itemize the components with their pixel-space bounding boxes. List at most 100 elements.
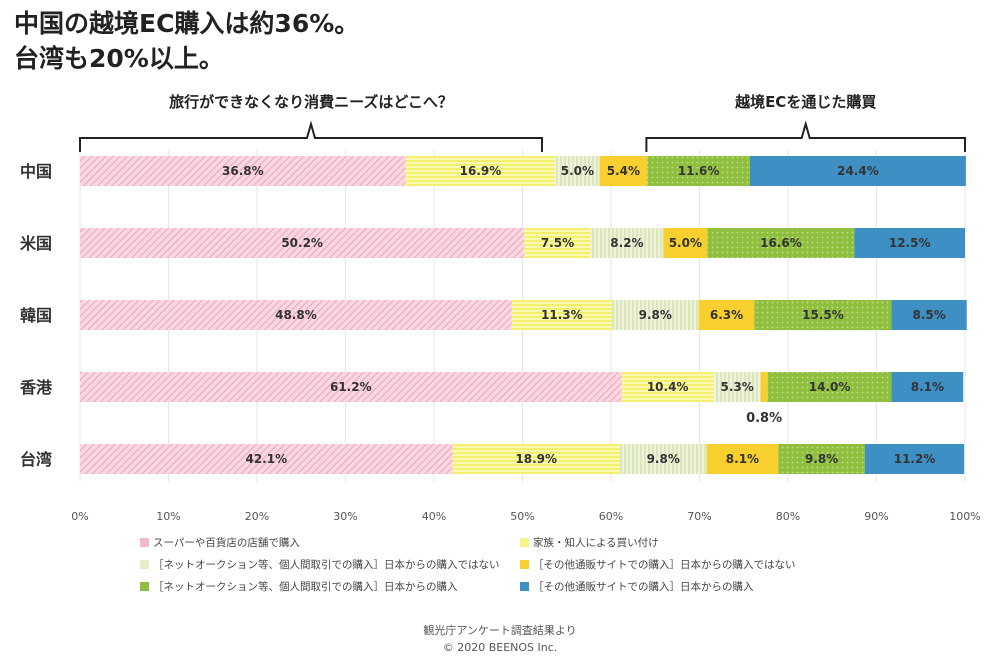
data-label: 5.0%: [561, 164, 594, 178]
data-label: 8.2%: [610, 236, 643, 250]
data-label: 42.1%: [245, 452, 287, 466]
bar-segment: [80, 300, 512, 330]
x-tick-label: 70%: [687, 510, 711, 523]
legend-label: ［その他通販サイトでの購入］日本からの購入ではない: [533, 558, 796, 571]
data-label: 36.8%: [222, 164, 264, 178]
bar-segment: [854, 228, 965, 258]
data-label: 6.3%: [710, 308, 743, 322]
data-label: 11.2%: [894, 452, 936, 466]
legend-item: ［その他通販サイトでの購入］日本からの購入ではない: [520, 555, 890, 573]
category-label: 韓国: [20, 306, 52, 325]
bracket-2: [645, 120, 966, 152]
bar-segment: [619, 444, 707, 474]
x-tick-label: 80%: [776, 510, 800, 523]
x-tick-label: 30%: [333, 510, 357, 523]
bar-segment: [80, 228, 525, 258]
bar-segment: [698, 300, 755, 330]
bar-segment: [706, 444, 779, 474]
legend-swatch: [140, 559, 149, 569]
bar-segment: [599, 156, 648, 186]
legend-swatch: [520, 581, 529, 591]
bar-segment: [405, 156, 556, 186]
data-label: 8.5%: [913, 308, 946, 322]
data-label: 16.6%: [760, 236, 802, 250]
data-label: 11.6%: [678, 164, 720, 178]
data-label: 5.4%: [607, 164, 640, 178]
category-label: 中国: [20, 162, 52, 181]
bracket-label-1: 旅行ができなくなり消費ニーズはどこへ？: [169, 93, 453, 111]
bar-segment: [754, 300, 892, 330]
brackets: 旅行ができなくなり消費ニーズはどこへ？ 越境ECを通じた購買: [79, 93, 966, 152]
headline: 中国の越境EC購入は約36%。 台湾も20%以上。: [14, 6, 359, 76]
data-label: 8.1%: [726, 452, 759, 466]
legend: スーパーや百貨店の店舗で購入 家族・知人による買い付け ［ネットオークション等、個人…: [140, 533, 920, 595]
x-tick-label: 50%: [510, 510, 534, 523]
stacked-bar-chart: 旅行ができなくなり消費ニーズはどこへ？ 越境ECを通じた購買 中国 36.8% 16.…: [19, 93, 981, 523]
x-tick-label: 10%: [156, 510, 180, 523]
bar-segment: [647, 156, 750, 186]
bar-segment: [80, 156, 406, 186]
bars: 中国 36.8% 16.9% 5.0% 5.4% 11.6% 24.4% 米国 50.2% 7.5…: [19, 156, 967, 474]
data-label: 14.0%: [809, 380, 851, 394]
bar-segment: [749, 156, 966, 186]
data-label: 8.1%: [911, 380, 944, 394]
data-label: 24.4%: [837, 164, 879, 178]
bar-segment: [590, 228, 664, 258]
bar-segment: [555, 156, 600, 186]
bar-segment: [891, 300, 967, 330]
data-label: 11.3%: [541, 308, 583, 322]
x-tick-label: 100%: [949, 510, 980, 523]
bar-segment: [767, 372, 892, 402]
data-label: 9.8%: [647, 452, 680, 466]
data-label: 12.5%: [889, 236, 931, 250]
data-label: 18.9%: [515, 452, 557, 466]
bracket-1: [79, 120, 543, 152]
bar-segment: [621, 372, 714, 402]
bar-segment: [713, 372, 761, 402]
x-tick-label: 40%: [422, 510, 446, 523]
bar-segment: [760, 372, 768, 402]
bar-segment: [524, 228, 591, 258]
data-label: 9.8%: [805, 452, 838, 466]
source-note: 観光庁アンケート調査結果より: [423, 624, 577, 637]
legend-label: ［ネットオークション等、個人間取引での購入］日本からの購入ではない: [153, 558, 500, 571]
data-label: 15.5%: [802, 308, 844, 322]
data-label: 61.2%: [330, 380, 372, 394]
bar-segment: [778, 444, 865, 474]
data-label: 7.5%: [541, 236, 574, 250]
legend-item: ［ネットオークション等、個人間取引での購入］日本からの購入: [140, 577, 510, 595]
legend-swatch: [520, 559, 529, 569]
x-tick-label: 0%: [71, 510, 88, 523]
bar-segment: [864, 444, 965, 474]
legend-swatch: [520, 537, 529, 547]
data-label: 5.3%: [720, 380, 753, 394]
x-tick-label: 90%: [864, 510, 888, 523]
legend-item: スーパーや百貨店の店舗で購入: [140, 533, 510, 551]
bar-segment: [707, 228, 855, 258]
bar-segment: [663, 228, 708, 258]
headline-line-2: 台湾も20%以上。: [14, 44, 224, 73]
bracket-label-2: 越境ECを通じた購買: [734, 93, 876, 111]
data-label: 10.4%: [647, 380, 689, 394]
bar-segment: [80, 444, 453, 474]
bar-segment: [452, 444, 620, 474]
legend-item: ［その他通販サイトでの購入］日本からの購入: [520, 577, 890, 595]
copyright: © 2020 BEENOS Inc.: [442, 641, 558, 654]
x-axis: 0% 10% 20% 30% 40% 50% 60% 70% 80% 90% 100%: [71, 510, 980, 523]
annotation-label: 0.8%: [746, 411, 782, 426]
data-label: 50.2%: [281, 236, 323, 250]
data-label: 16.9%: [460, 164, 502, 178]
x-tick-label: 20%: [245, 510, 269, 523]
bar-segment: [891, 372, 964, 402]
category-label: 米国: [20, 234, 52, 253]
legend-item: ［ネットオークション等、個人間取引での購入］日本からの購入ではない: [140, 555, 510, 573]
legend-swatch: [140, 581, 149, 591]
legend-label: 家族・知人による買い付け: [533, 536, 659, 549]
bar-segment: [611, 300, 699, 330]
data-label: 48.8%: [275, 308, 317, 322]
category-label: 香港: [19, 378, 53, 397]
bar-segment: [511, 300, 612, 330]
legend-swatch: [140, 537, 149, 547]
data-label: 5.0%: [669, 236, 702, 250]
data-label: 9.8%: [639, 308, 672, 322]
